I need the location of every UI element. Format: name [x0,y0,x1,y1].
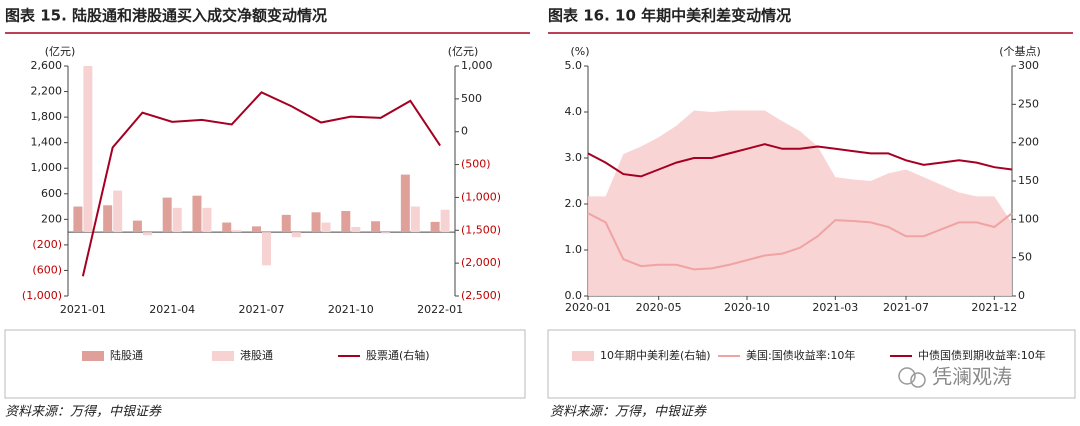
legend-label: 中债国债到期收益率:10年 [918,348,1046,362]
bar [381,232,391,234]
y2-tick-label: (2,500) [461,289,501,302]
y2-tick-label: 300 [1018,59,1039,72]
legend-label: 陆股通 [110,348,143,362]
y2-axis-label: (个基点) [999,45,1041,58]
legend-label: 美国:国债收益率:10年 [746,348,855,362]
x-tick-label: 2020-10 [724,301,770,314]
x-tick-label: 2021-12 [971,301,1017,314]
bar [83,66,93,233]
y2-tick-label: 1,000 [461,59,493,72]
bar [232,230,242,233]
bar [132,220,142,233]
y-tick-label: 2.0 [565,197,583,210]
bar [311,212,321,233]
legend-swatch [212,351,234,361]
y2-axis-label: (亿元) [448,45,479,58]
y-tick-label: 2,600 [31,59,63,72]
x-tick-label: 2021-07 [239,303,285,316]
y2-tick-label: 0 [461,125,468,138]
y2-tick-label: (1,000) [461,190,501,203]
line [587,212,1013,271]
legend-frame [547,329,1076,399]
watermark: 凭澜观涛 [898,365,1012,389]
y-tick-label: 200 [41,212,62,225]
legend-frame [4,329,526,399]
bar [222,222,232,233]
y2-tick-label: 0 [1018,289,1025,302]
x-tick-label: 2021-10 [328,303,374,316]
watermark-text: 凭澜观涛 [932,365,1012,389]
bar [440,209,450,233]
bar [371,221,381,233]
chart-title: 图表 16. 10 年期中美利差变动情况 [548,7,791,25]
bar [341,211,351,233]
y2-tick-label: (1,500) [461,223,501,236]
x-tick-label: 2021-04 [149,303,195,316]
source-note: 资料来源：万得，中银证券 [550,405,707,420]
bar [172,207,182,233]
y2-tick-label: 250 [1018,97,1039,110]
x-tick-label: 2021-07 [883,301,929,314]
bar [281,214,291,233]
y-tick-label: 0.0 [565,289,583,302]
y-axis-label: (亿元) [45,45,76,58]
y2-tick-label: 50 [1018,251,1032,264]
y-tick-label: (1,000) [22,289,62,302]
bar [192,195,202,233]
y2-tick-label: 500 [461,92,482,105]
y2-tick-label: 200 [1018,136,1039,149]
y-tick-label: 1,400 [31,136,63,149]
x-tick-label: 2020-01 [565,301,611,314]
y2-tick-label: (500) [461,158,491,171]
y2-tick-label: 150 [1018,174,1039,187]
bar [252,226,261,233]
y-tick-label: 1.0 [565,243,583,256]
legend-swatch [572,351,594,361]
y-tick-label: (600) [32,263,62,276]
y2-tick-label: 100 [1018,212,1039,225]
bar [400,174,410,233]
bar [202,207,212,233]
x-tick-label: 2021-03 [812,301,858,314]
bar [321,222,331,233]
y-tick-label: 2,200 [31,85,63,98]
bar [142,232,152,236]
x-tick-label: 2022-01 [417,303,463,316]
legend-label: 股票通(右轴) [366,348,430,362]
y-tick-label: 5.0 [565,59,583,72]
legend-swatch [82,351,104,361]
y-tick-label: 600 [41,187,62,200]
legend-label: 10年期中美利差(右轴) [600,348,711,362]
y-tick-label: 1,800 [31,110,63,123]
legend-label: 港股通 [240,349,273,362]
x-tick-label: 2021-01 [60,303,106,316]
y-tick-label: 4.0 [565,105,583,118]
wechat-icon [898,367,916,385]
bar [351,227,361,233]
bar [291,232,301,238]
wechat-icon [910,372,926,388]
bar [73,206,83,233]
chart-title: 图表 15. 陆股通和港股通买入成交净额变动情况 [5,7,327,25]
y-tick-label: 3.0 [565,151,583,164]
bar [103,205,113,233]
y-tick-label: (200) [32,238,62,251]
line [587,143,1013,178]
area [588,110,1012,296]
x-tick-label: 2020-05 [636,301,682,314]
bar [262,232,271,266]
bar [430,221,440,233]
source-note: 资料来源：万得，中银证券 [5,405,162,420]
bar [410,206,420,233]
y-axis-label: (%) [570,45,589,58]
bar [162,197,172,233]
y-tick-label: 1,000 [31,161,63,174]
line [81,91,441,277]
bar [113,190,123,233]
y2-tick-label: (2,000) [461,256,501,269]
